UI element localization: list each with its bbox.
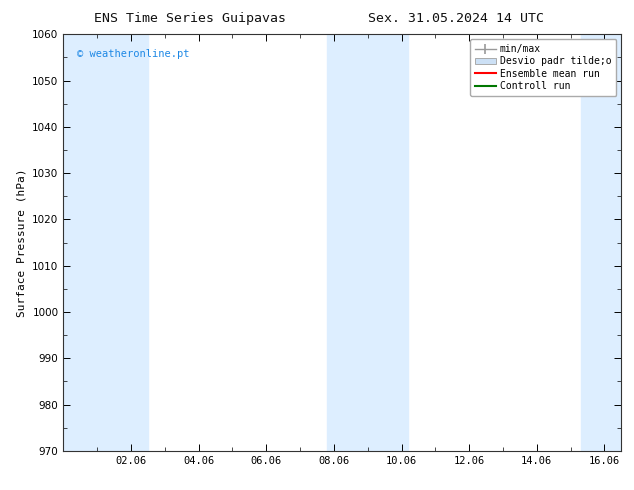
Text: © weatheronline.pt: © weatheronline.pt — [77, 49, 190, 59]
Bar — [327, 34, 408, 451]
Text: ENS Time Series Guipavas: ENS Time Series Guipavas — [94, 12, 286, 25]
Text: Sex. 31.05.2024 14 UTC: Sex. 31.05.2024 14 UTC — [368, 12, 545, 25]
Legend: min/max, Desvio padr tilde;o, Ensemble mean run, Controll run: min/max, Desvio padr tilde;o, Ensemble m… — [470, 39, 616, 96]
Bar — [581, 34, 621, 451]
Y-axis label: Surface Pressure (hPa): Surface Pressure (hPa) — [16, 168, 27, 317]
Bar — [63, 34, 148, 451]
